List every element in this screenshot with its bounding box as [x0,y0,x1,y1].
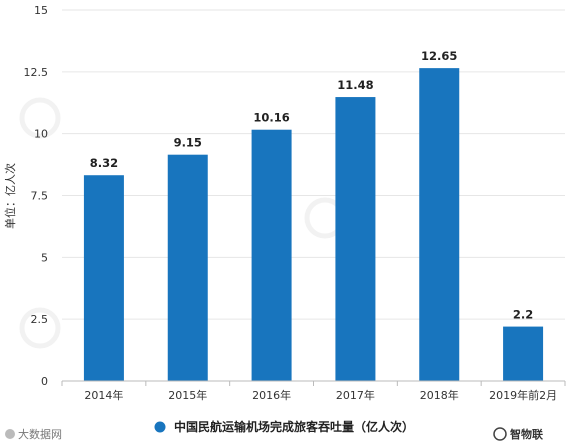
data-label: 8.32 [90,156,118,170]
data-labels: 8.32 9.15 10.16 11.48 12.65 2.2 [90,49,534,321]
watermark-text-right: 智物联 [510,427,543,441]
y-tick-label: 0 [41,375,48,388]
wechat-logo-icon [493,427,507,441]
y-axis-ticks: 0 2.5 5 7.5 10 12.5 15 [24,4,49,388]
y-tick-label: 5 [41,251,48,264]
x-tick-label: 2019年前2月 [489,388,557,402]
y-tick-label: 10 [34,128,48,141]
x-tick-label: 2014年 [84,388,123,402]
watermark-text-left: 大数据网 [18,427,62,441]
data-label: 2.2 [513,308,533,322]
y-tick-label: 15 [34,4,48,17]
legend-marker [154,421,166,433]
bar [503,326,544,381]
bar-series [83,68,544,381]
x-axis-ticks: 2014年 2015年 2016年 2017年 2018年 2019年前2月 [61,381,566,402]
legend: 中国民航运输机场完成旅客吞吐量（亿人次） [154,419,414,434]
bar [335,97,376,381]
data-label: 11.48 [337,78,373,92]
x-tick-label: 2017年 [336,388,375,402]
y-tick-label: 2.5 [31,313,49,326]
weibo-logo-icon [5,429,15,439]
watermark-bottom-left: 大数据网 [5,427,62,441]
y-axis-label: 单位：亿人次 [3,163,17,229]
x-tick-label: 2016年 [252,388,291,402]
bar [419,68,460,381]
gridlines [62,9,565,320]
x-tick-label: 2018年 [420,388,459,402]
bar [251,129,292,381]
bar [167,154,208,381]
data-label: 9.15 [174,136,202,150]
x-tick-label: 2015年 [168,388,207,402]
data-label: 12.65 [421,49,457,63]
legend-label: 中国民航运输机场完成旅客吞吐量（亿人次） [174,419,414,434]
watermark-bottom-right: 智物联 [493,427,543,441]
y-tick-label: 12.5 [24,66,49,79]
data-label: 10.16 [253,111,289,125]
bar [83,175,124,381]
y-tick-label: 7.5 [31,190,49,203]
